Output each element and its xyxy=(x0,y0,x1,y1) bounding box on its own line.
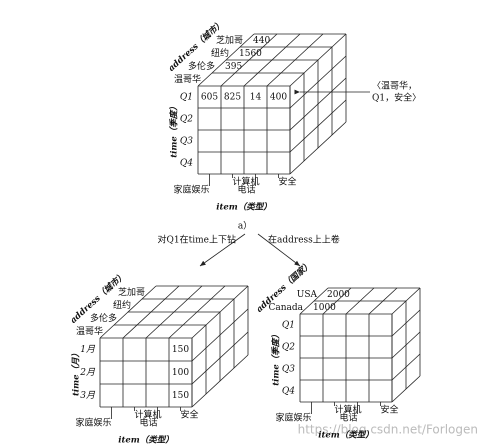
depth-label: 纽约 xyxy=(211,47,229,59)
cube-edge xyxy=(391,375,421,403)
item-label: 电话 xyxy=(339,412,357,424)
cell-value: 400 xyxy=(270,93,287,103)
cube-edge xyxy=(191,354,249,408)
depth-label: 多伦多 xyxy=(90,312,117,324)
item-label: 安全 xyxy=(381,404,399,416)
cube-edge xyxy=(145,285,203,339)
row-label: Q2 xyxy=(282,343,295,353)
cube-edge xyxy=(391,353,421,381)
annotation: 〈温哥华， xyxy=(372,80,417,92)
caption: a） xyxy=(238,221,252,232)
item-label: 计算机 xyxy=(233,176,260,188)
row-label: Q1 xyxy=(180,93,193,103)
cell-value: 395 xyxy=(225,62,242,72)
annotation: Q1，安全〉 xyxy=(372,92,421,104)
row-label: 2月 xyxy=(79,367,96,378)
item-label: 电话 xyxy=(237,184,255,196)
depth-label: USA xyxy=(297,290,318,300)
row-label: Q4 xyxy=(180,159,193,169)
item-label: 家庭娱乐 xyxy=(275,412,311,424)
cell-value: 2000 xyxy=(327,290,350,300)
cube-edge xyxy=(191,308,249,362)
drill-arrow xyxy=(199,233,246,267)
cell-value: 14 xyxy=(250,93,262,103)
item-axis: item（类型） xyxy=(318,430,374,441)
cube-edge xyxy=(345,287,375,315)
cube-edge xyxy=(122,285,180,339)
row-label: Q3 xyxy=(282,365,295,375)
item-label: 安全 xyxy=(279,176,297,188)
item-label: 安全 xyxy=(181,409,199,421)
cell-value: 605 xyxy=(201,93,218,103)
item-label: 计算机 xyxy=(135,409,162,421)
cell-value: 1000 xyxy=(313,303,336,313)
cube-edge xyxy=(391,309,421,337)
item-label: 计算机 xyxy=(335,404,362,416)
cube-edge xyxy=(391,287,421,315)
depth-label: 温哥华 xyxy=(76,325,103,337)
cube-edge xyxy=(220,33,278,87)
cell-value: 150 xyxy=(172,345,189,355)
cube-edge xyxy=(266,33,324,87)
row-label: Q3 xyxy=(180,137,193,147)
cube-edge xyxy=(289,99,347,153)
time-axis: time（月） xyxy=(71,349,82,396)
cell-value: 1560 xyxy=(239,49,262,59)
row-label: Q2 xyxy=(180,115,193,125)
item-label: 家庭娱乐 xyxy=(75,417,111,429)
item-label: 家庭娱乐 xyxy=(173,184,209,196)
cube-edge xyxy=(391,331,421,359)
depth-label: 纽约 xyxy=(113,299,131,311)
cube-edge xyxy=(289,77,347,131)
cell-value: 150 xyxy=(172,391,189,401)
cube-edge xyxy=(99,285,157,339)
cube-edge xyxy=(299,287,329,315)
depth-label: 多伦多 xyxy=(188,60,215,72)
cube-edge xyxy=(289,121,347,175)
row-label: Q4 xyxy=(282,387,295,397)
cube-edge xyxy=(191,285,249,339)
cell-value: 825 xyxy=(224,93,241,103)
rollup-arrow xyxy=(257,233,301,267)
cube-edge xyxy=(322,287,352,315)
row-label: Q1 xyxy=(282,321,295,331)
rollup-label: 在address上上卷 xyxy=(268,234,340,246)
cell-value: 100 xyxy=(172,368,189,378)
cube-edge xyxy=(368,287,398,315)
item-label: 电话 xyxy=(139,417,157,429)
depth-label: 芝加哥 xyxy=(118,286,145,298)
row-label: 3月 xyxy=(80,390,96,401)
time-axis: time（季度） xyxy=(169,102,180,158)
cube-edge xyxy=(289,55,347,109)
cube-edge xyxy=(289,33,347,87)
item-axis: item（类型） xyxy=(118,435,174,446)
drill-label: 对Q1在time上下钻 xyxy=(158,234,236,246)
depth-label: Canada xyxy=(268,303,303,313)
cube-edge xyxy=(191,331,249,385)
depth-label: 温哥华 xyxy=(174,73,201,85)
time-axis: time（季度） xyxy=(271,330,282,386)
row-label: 1月 xyxy=(80,344,96,355)
cube-edge xyxy=(168,285,226,339)
depth-label: 芝加哥 xyxy=(216,34,243,46)
item-axis: item（类型） xyxy=(216,202,272,213)
cell-value: 440 xyxy=(253,36,270,46)
cube-edge xyxy=(197,33,255,87)
cube-edge xyxy=(243,33,301,87)
watermark: https://blog.csdn.net/Forlogen xyxy=(298,423,478,437)
